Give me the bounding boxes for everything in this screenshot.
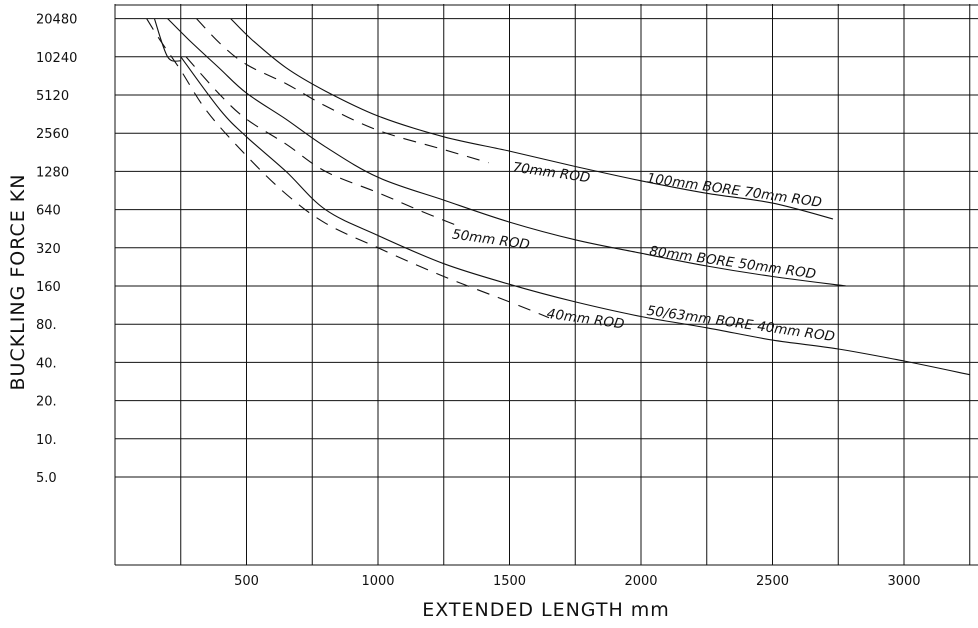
y-tick-label: 20480 (36, 13, 77, 28)
y-tick-label: 80. (36, 318, 57, 333)
curve-label: 40mm ROD (546, 306, 626, 333)
series-line (167, 18, 847, 287)
y-tick-label: 20. (36, 395, 57, 410)
y-tick-label: 640 (36, 204, 61, 219)
y-tick-label: 10240 (36, 51, 77, 66)
curve-label: 50mm ROD (451, 226, 531, 253)
series-line (230, 18, 834, 220)
y-tick-label: 320 (36, 242, 61, 257)
series-line (180, 56, 970, 376)
x-tick-label: 500 (234, 574, 259, 589)
y-axis-title: BUCKLING FORCE KN (7, 174, 29, 391)
grid-lines (114, 4, 978, 566)
series-line (196, 18, 489, 164)
x-tick-label: 1000 (361, 574, 394, 589)
x-tick-label: 2000 (624, 574, 657, 589)
x-tick-labels: 500 1000 1500 2000 2500 3000 (234, 574, 920, 589)
x-tick-label: 1500 (493, 574, 526, 589)
curve-label: 70mm ROD (512, 160, 592, 187)
y-tick-label: 5120 (36, 89, 69, 104)
y-tick-label: 10. (36, 433, 57, 448)
series-line (185, 56, 458, 227)
y-tick-label: 2560 (36, 127, 69, 142)
y-tick-label: 5.0 (36, 471, 57, 486)
series-line (153, 18, 181, 62)
x-tick-label: 2500 (756, 574, 789, 589)
series-line (146, 18, 550, 319)
x-axis-title: EXTENDED LENGTH mm (422, 599, 670, 621)
y-tick-label: 1280 (36, 165, 69, 180)
x-tick-label: 3000 (887, 574, 920, 589)
curve-label: 100mm BORE 70mm ROD (646, 170, 823, 210)
curve-label: 80mm BORE 50mm ROD (648, 243, 817, 282)
y-tick-label: 160 (36, 280, 61, 295)
series-lines (146, 18, 970, 376)
y-tick-label: 40. (36, 356, 57, 371)
y-tick-labels: 5.0 10. 20. 40. 80. 160 320 640 1280 2560 5120 1024… (36, 13, 77, 486)
